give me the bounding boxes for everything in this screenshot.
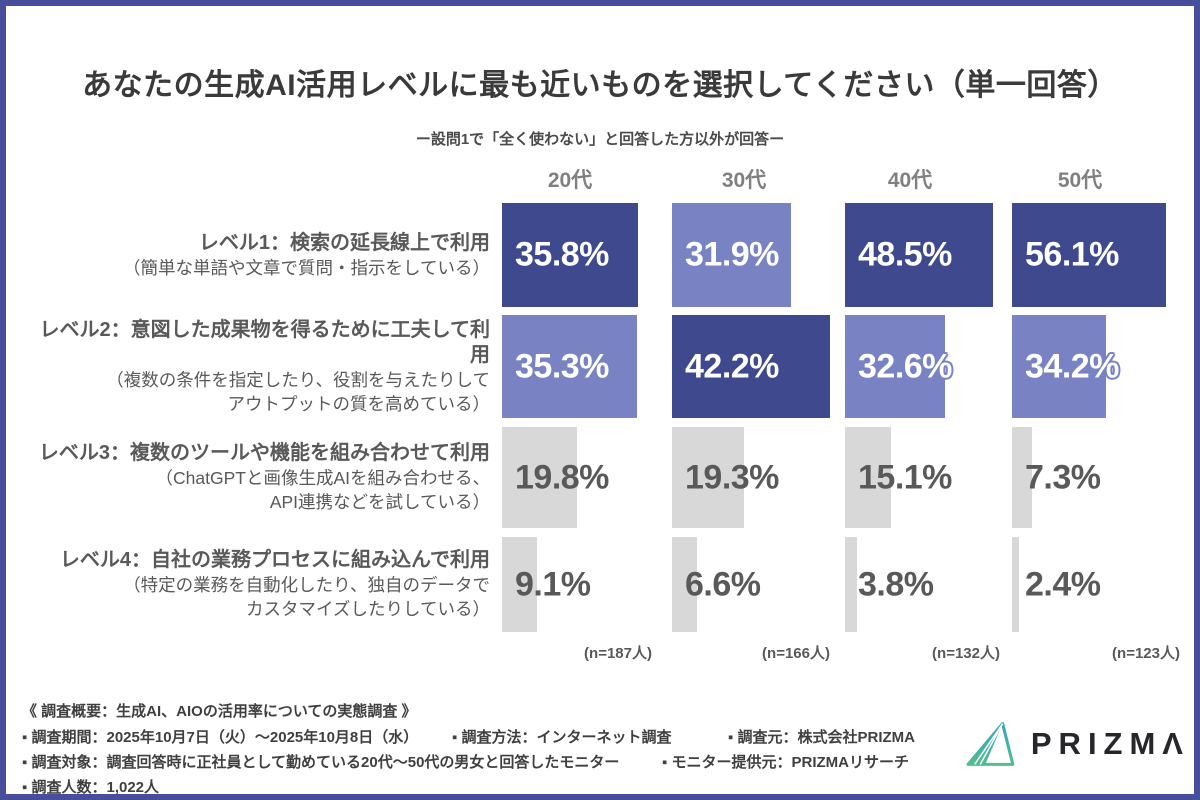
prizma-logo: PRIZMΛ (966, 704, 1190, 784)
prizma-triangle-icon (966, 722, 1015, 766)
column-header: 20代 (547, 169, 593, 192)
bar-value-label: 56.1% (1025, 235, 1119, 274)
bar-50代-level2: 34.2% (1012, 315, 1119, 418)
bar-value-label: 42.2% (685, 347, 779, 385)
bar-30代-level3: 19.3% (672, 427, 779, 528)
row-label-subtitle: （複数の条件を指定したり、役割を与えたりして (106, 369, 490, 390)
bar-40代-level2: 32.6% (845, 315, 952, 418)
row-label-subtitle: カスタマイズしたりしている） (246, 599, 490, 619)
row-label-subtitle: （簡単な単語や文章で質問・指示をしている） (123, 257, 490, 278)
bar-20代-level2: 35.3% (502, 315, 637, 418)
sample-size-label: (n=166人) (762, 645, 830, 662)
bar-value-label: 32.6% (858, 347, 952, 385)
footer-item: ▪ 調査対象：調査回答時に正社員として勤めている20代～50代の男女と回答したモ… (22, 754, 620, 771)
bar-20代-level4: 9.1% (502, 537, 591, 632)
prizma-logo-text: PRIZMΛ (1030, 726, 1190, 761)
row-label: レベル4：自社の業務プロセスに組み込んで利用 （特定の業務を自動化したり、独自のデ… (20, 537, 490, 632)
footer-item: ▪ 調査元：株式会社PRIZMA (728, 729, 915, 746)
bar-40代-level4: 3.8% (845, 537, 934, 632)
column-header: 30代 (721, 169, 767, 192)
bar-value-label: 19.3% (685, 458, 779, 496)
bar-value-label: 15.1% (858, 458, 952, 496)
bar-40代-level1: 48.5% (845, 203, 994, 307)
bar-30代-level2: 42.2% (672, 315, 830, 418)
column-header: 40代 (887, 169, 933, 192)
bar-value-label: 2.4% (1025, 565, 1101, 603)
bar-value-label: 48.5% (858, 235, 952, 274)
bar-value-label: 31.9% (685, 235, 779, 274)
bar-50代-level1: 56.1% (1012, 203, 1166, 307)
bar-20代-level1: 35.8% (502, 203, 639, 307)
column-header: 50代 (1057, 169, 1103, 192)
row-label: レベル1：検索の延長線上で利用 （簡単な単語や文章で質問・指示をしている） (20, 203, 490, 307)
row-label-title: レベル2：意図した成果物を得るために工夫して利用 (39, 318, 490, 366)
survey-overview-title: 《 調査概要：生成AI、AIOの活用率についての実態調査 》 (22, 703, 417, 720)
sample-size-label: (n=187人) (584, 645, 652, 662)
row-label-subtitle: API連携などを試している） (269, 492, 490, 512)
bar-value-label: 34.2% (1025, 347, 1119, 385)
bar-40代-level3: 15.1% (845, 427, 952, 528)
row-label: レベル2：意図した成果物を得るために工夫して利用 （複数の条件を指定したり、役割を… (20, 315, 490, 418)
sample-size-label: (n=123人) (1112, 645, 1180, 662)
row-label-subtitle: （特定の業務を自動化したり、独自のデータで (123, 575, 490, 595)
bar-value-label: 19.8% (515, 458, 609, 496)
bar-30代-level1: 31.9% (672, 203, 792, 307)
bar-value-label: 9.1% (515, 565, 591, 603)
bar-50代-level3: 7.3% (1012, 427, 1101, 528)
row-label-title: レベル1：検索の延長線上で利用 (198, 231, 490, 254)
page-subtitle: ー設問1で「全く使わない」と回答した方以外が回答ー (415, 131, 785, 148)
footer-item: ▪ モニター提供元：PRIZMAリサーチ (662, 754, 909, 771)
sample-size-label: (n=132人) (932, 645, 1000, 662)
bar-value-label: 7.3% (1025, 458, 1101, 496)
footer-item: ▪ 調査方法：インターネット調査 (452, 729, 672, 746)
footer-item: ▪ 調査期間：2025年10月7日（火）～2025年10月8日（水） (22, 729, 419, 746)
row-label: レベル3：複数のツールや機能を組み合わせて利用 （ChatGPTと画像生成AIを組… (20, 427, 490, 528)
bar-value-label: 3.8% (858, 565, 934, 603)
bar-20代-level3: 19.8% (502, 427, 609, 528)
bar-value-label: 35.8% (515, 235, 609, 274)
row-label-title: レベル4：自社の業務プロセスに組み込んで利用 (59, 549, 490, 571)
footer-item: ▪ 調査人数：1,022人 (22, 779, 160, 796)
bar-50代-level4: 2.4% (1012, 537, 1101, 632)
row-label-subtitle: アウトプットの質を高めている） (227, 393, 491, 414)
bar-value-label: 35.3% (515, 347, 609, 385)
row-label-title: レベル3：複数のツールや機能を組み合わせて利用 (38, 442, 490, 464)
bar-value-label: 6.6% (685, 565, 761, 603)
page-title: あなたの生成AI活用レベルに最も近いものを選択してください（単一回答） (82, 69, 1118, 102)
row-label-subtitle: （ChatGPTと画像生成AIを組み合わせる、 (155, 468, 490, 488)
bar-30代-level4: 6.6% (672, 537, 761, 632)
